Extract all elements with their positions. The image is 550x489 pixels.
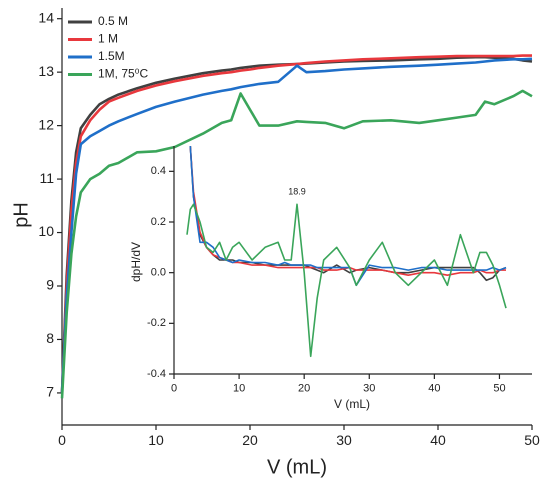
line-series xyxy=(60,57,533,393)
x-tick-label: 0 xyxy=(58,432,66,448)
x-tick-label: 50 xyxy=(493,383,505,395)
y-tick-label: 13 xyxy=(38,63,54,79)
x-tick-label: 40 xyxy=(430,432,446,448)
y-tick-label: 12 xyxy=(38,116,54,132)
x-axis-label: V (mL) xyxy=(267,456,327,478)
y-tick-label: 10 xyxy=(38,223,54,239)
x-tick-label: 30 xyxy=(363,383,375,395)
legend-label: 1M, 75⁰C xyxy=(98,67,148,81)
x-tick-label: 10 xyxy=(233,383,245,395)
line-series xyxy=(189,145,506,276)
y-tick-label: 0.4 xyxy=(151,165,166,177)
x-tick-label: 10 xyxy=(148,432,164,448)
y-tick-label: 7 xyxy=(46,384,54,400)
y-tick-label: 0.0 xyxy=(151,267,166,279)
y-tick-label: 8 xyxy=(46,330,54,346)
y-tick-label: 11 xyxy=(39,170,54,186)
x-tick-label: 50 xyxy=(524,432,540,448)
line-series xyxy=(60,55,533,393)
y-tick-label: 14 xyxy=(38,9,54,25)
x-tick-label: 40 xyxy=(428,383,440,395)
annotation: 18.9 xyxy=(288,187,306,197)
x-tick-label: 30 xyxy=(336,432,352,448)
line-series xyxy=(186,203,507,358)
legend-label: 1 M xyxy=(98,32,118,46)
line-series xyxy=(189,145,507,287)
y-axis-label: pH xyxy=(10,202,32,228)
y-axis-label: dpH/dV xyxy=(129,242,143,282)
legend-label: 0.5 M xyxy=(98,14,128,28)
y-tick-label: 0.2 xyxy=(151,216,166,228)
x-tick-label: 0 xyxy=(171,383,177,395)
y-tick-label: -0.4 xyxy=(147,368,166,380)
x-tick-label: 20 xyxy=(298,383,310,395)
legend-label: 1.5M xyxy=(98,49,125,63)
line-series xyxy=(60,54,532,393)
line-series xyxy=(60,89,533,399)
y-tick-label: 9 xyxy=(46,277,54,293)
y-tick-label: -0.2 xyxy=(147,317,166,329)
x-axis-label: V (mL) xyxy=(334,397,370,411)
x-tick-label: 20 xyxy=(242,432,258,448)
